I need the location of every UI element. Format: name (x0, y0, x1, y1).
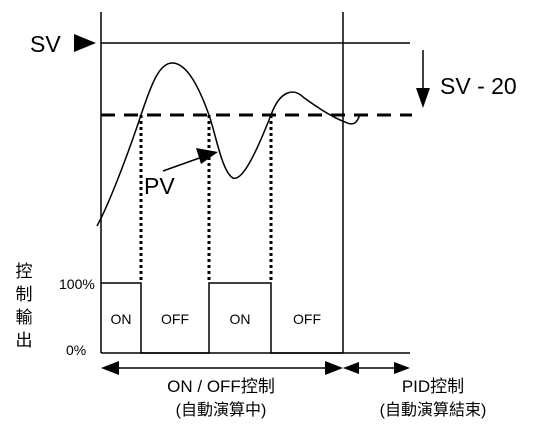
down-arrow-icon (416, 88, 430, 108)
output-0-label: 0% (66, 342, 86, 358)
sv-arrow-icon (74, 34, 96, 52)
output-axis-label: 控制輸出 (13, 262, 33, 354)
sv-label: SV (30, 31, 61, 57)
output-square-wave (101, 282, 343, 354)
pv-curve (96, 62, 361, 227)
segment-off-2: OFF (293, 311, 321, 327)
sv-minus-label: SV - 20 (440, 73, 517, 99)
pid-left-arrow-icon (343, 362, 359, 374)
pid-title: PID控制 (402, 377, 464, 396)
pv-label: PV (144, 173, 175, 199)
segment-on-1: ON (111, 311, 132, 327)
pv-pointer-line (162, 155, 206, 172)
onoff-title: ON / OFF控制 (167, 377, 275, 396)
segment-off-1: OFF (161, 311, 189, 327)
pid-right-arrow-icon (394, 362, 410, 374)
output-100-label: 100% (59, 276, 95, 292)
onoff-subtitle: (自動演算中) (176, 400, 267, 419)
onoff-left-arrow-icon (101, 361, 119, 375)
pid-subtitle: (自動演算結束) (380, 400, 487, 419)
segment-on-2: ON (230, 311, 251, 327)
pv-pointer-arrow-icon (196, 148, 218, 164)
onoff-right-arrow-icon (325, 361, 343, 375)
